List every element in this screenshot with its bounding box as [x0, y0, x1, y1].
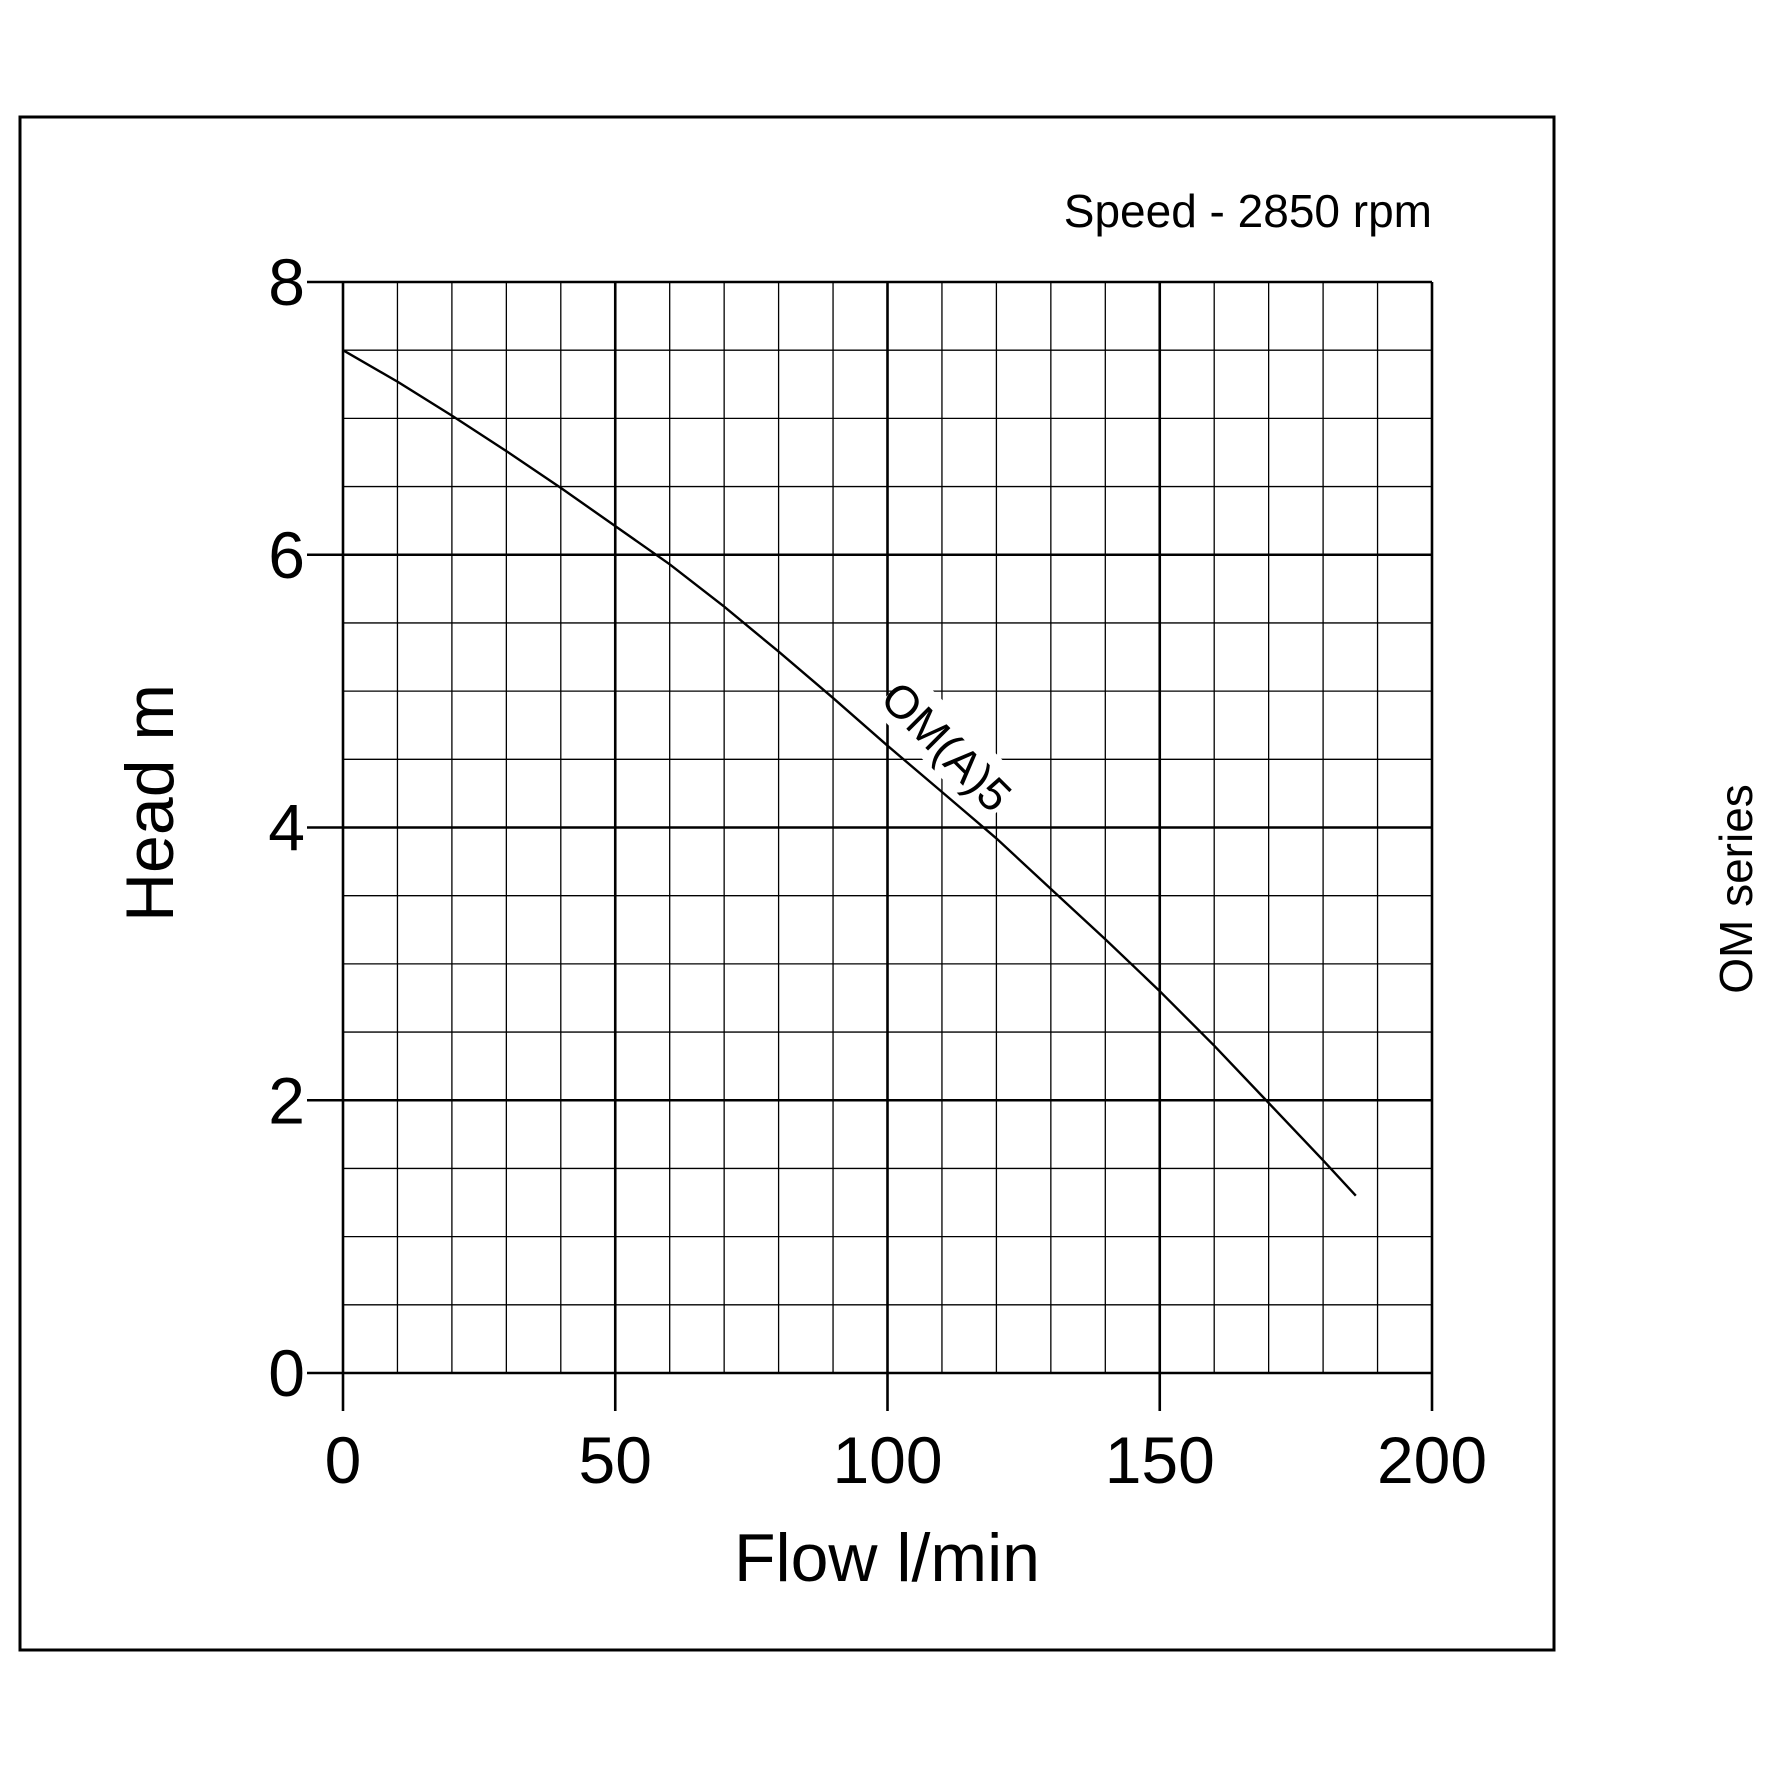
- speed-annotation: Speed - 2850 rpm: [1064, 185, 1432, 237]
- x-axis-label: Flow l/min: [734, 1520, 1040, 1596]
- side-series-label: OM series: [1710, 784, 1762, 994]
- x-tick-label: 50: [579, 1423, 652, 1497]
- major-grid: [341, 280, 1434, 1375]
- y-tick-label: 8: [268, 245, 305, 319]
- x-tick-label: 100: [832, 1423, 942, 1497]
- axis-ticks: [307, 280, 1434, 1411]
- outer-frame: [18, 115, 1556, 1652]
- y-tick-label: 6: [268, 518, 305, 592]
- series-label: OM(A)5: [871, 671, 1022, 822]
- series-curve: [342, 349, 1357, 1197]
- y-tick-label: 4: [268, 791, 305, 865]
- x-tick-label: 150: [1105, 1423, 1215, 1497]
- y-tick-label: 0: [268, 1336, 305, 1410]
- series-label-background: [872, 670, 1026, 823]
- y-tick-label: 2: [268, 1063, 305, 1137]
- x-tick-label: 200: [1377, 1423, 1487, 1497]
- x-tick-label: 0: [325, 1423, 362, 1497]
- series-layer: OM(A)5: [342, 349, 1357, 1197]
- tick-labels: 0 50 100 150 200 0 2 4 6 8: [268, 245, 1487, 1497]
- y-axis-label: Head m: [112, 684, 188, 922]
